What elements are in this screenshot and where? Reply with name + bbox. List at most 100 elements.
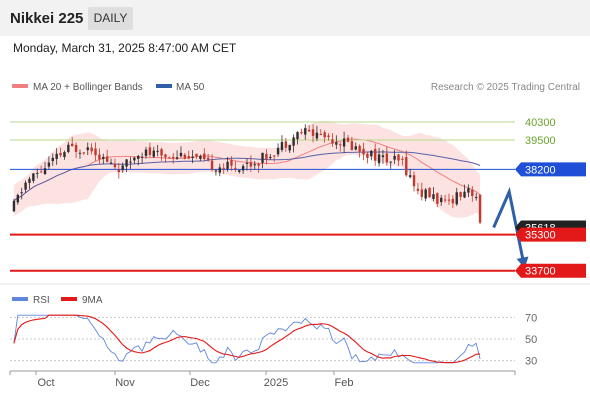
candle bbox=[420, 182, 423, 201]
candle bbox=[129, 157, 132, 169]
candle bbox=[152, 146, 155, 159]
candle bbox=[257, 162, 260, 173]
candle bbox=[362, 142, 365, 161]
candle bbox=[284, 137, 288, 152]
candle bbox=[265, 149, 268, 165]
candle bbox=[389, 161, 392, 169]
candle bbox=[43, 161, 47, 175]
candle bbox=[393, 150, 396, 164]
legend-ma50-swatch bbox=[156, 84, 172, 88]
candle bbox=[214, 169, 218, 176]
candle bbox=[292, 134, 295, 153]
candle bbox=[222, 163, 225, 174]
candle bbox=[234, 161, 237, 173]
candle bbox=[412, 171, 416, 192]
candle bbox=[113, 158, 117, 170]
candle bbox=[478, 194, 482, 224]
candle bbox=[245, 158, 249, 171]
candle bbox=[140, 152, 144, 164]
candle bbox=[272, 155, 276, 162]
candle bbox=[82, 151, 86, 156]
candle bbox=[342, 131, 346, 154]
candle bbox=[63, 150, 66, 160]
x-tick-label-Nov: Nov bbox=[115, 377, 135, 389]
candle bbox=[90, 143, 93, 155]
candle bbox=[296, 131, 299, 145]
candle bbox=[447, 193, 451, 205]
candle bbox=[51, 153, 54, 166]
candle bbox=[109, 158, 113, 165]
candle bbox=[436, 192, 439, 208]
x-tick-label-Oct: Oct bbox=[37, 377, 54, 389]
candle bbox=[373, 143, 377, 166]
candle bbox=[467, 184, 470, 198]
candle bbox=[175, 150, 179, 160]
instrument-title: Nikkei 225 bbox=[10, 10, 84, 27]
candle bbox=[39, 165, 43, 173]
candle bbox=[253, 161, 256, 170]
rsi-tick-30: 30 bbox=[525, 356, 537, 368]
candle bbox=[315, 125, 319, 142]
x-tick-label-Feb: Feb bbox=[335, 377, 354, 389]
candle bbox=[408, 168, 412, 179]
candle bbox=[304, 124, 307, 140]
candle bbox=[179, 146, 183, 158]
period-badge[interactable]: DAILY bbox=[88, 7, 133, 30]
candle bbox=[199, 154, 202, 161]
level-tag-35300 bbox=[515, 227, 586, 242]
candle bbox=[307, 125, 311, 132]
candle bbox=[78, 149, 82, 159]
level-tag-33700 bbox=[515, 263, 586, 278]
candle bbox=[171, 153, 175, 164]
candle bbox=[86, 142, 89, 156]
legend-rsi-label: RSI bbox=[33, 295, 50, 306]
candle bbox=[94, 142, 97, 161]
candle bbox=[156, 144, 159, 157]
candle bbox=[137, 154, 140, 166]
candle bbox=[16, 193, 20, 205]
candle bbox=[463, 184, 466, 199]
candle bbox=[335, 135, 338, 150]
candle bbox=[377, 147, 381, 167]
candle bbox=[440, 194, 443, 206]
legend-rsi-ma-label: 9MA bbox=[82, 295, 103, 306]
candle bbox=[32, 173, 35, 184]
header-bar: Nikkei 225 DAILY bbox=[0, 0, 590, 36]
candle bbox=[339, 142, 342, 152]
candle bbox=[401, 156, 404, 166]
candle bbox=[55, 148, 58, 165]
candle bbox=[288, 144, 291, 153]
candle bbox=[451, 195, 455, 209]
candle bbox=[121, 162, 124, 173]
candle bbox=[67, 141, 70, 154]
candle bbox=[366, 151, 369, 164]
candle bbox=[276, 143, 280, 157]
candle bbox=[203, 148, 206, 162]
candle bbox=[397, 153, 400, 166]
candle bbox=[432, 187, 435, 202]
candle bbox=[385, 146, 389, 166]
rsi-tick-70: 70 bbox=[525, 312, 537, 324]
candle bbox=[74, 142, 78, 158]
candle bbox=[24, 180, 27, 193]
candle bbox=[36, 168, 39, 179]
candle bbox=[443, 194, 447, 203]
candle bbox=[187, 150, 190, 160]
candle bbox=[59, 147, 62, 158]
level-label-38200: 38200 bbox=[525, 164, 556, 176]
candle bbox=[148, 142, 152, 158]
candle bbox=[474, 192, 478, 201]
candle bbox=[71, 137, 74, 147]
candle bbox=[218, 163, 222, 177]
candle bbox=[20, 187, 23, 200]
candle bbox=[230, 156, 233, 171]
level-label-39500: 39500 bbox=[525, 135, 556, 147]
candle bbox=[117, 162, 121, 179]
credit-text: Research © 2025 Trading Central bbox=[431, 82, 580, 93]
candle bbox=[405, 150, 408, 177]
x-tick-label-Dec: Dec bbox=[190, 377, 210, 389]
candle bbox=[354, 142, 357, 151]
candle bbox=[280, 135, 284, 153]
